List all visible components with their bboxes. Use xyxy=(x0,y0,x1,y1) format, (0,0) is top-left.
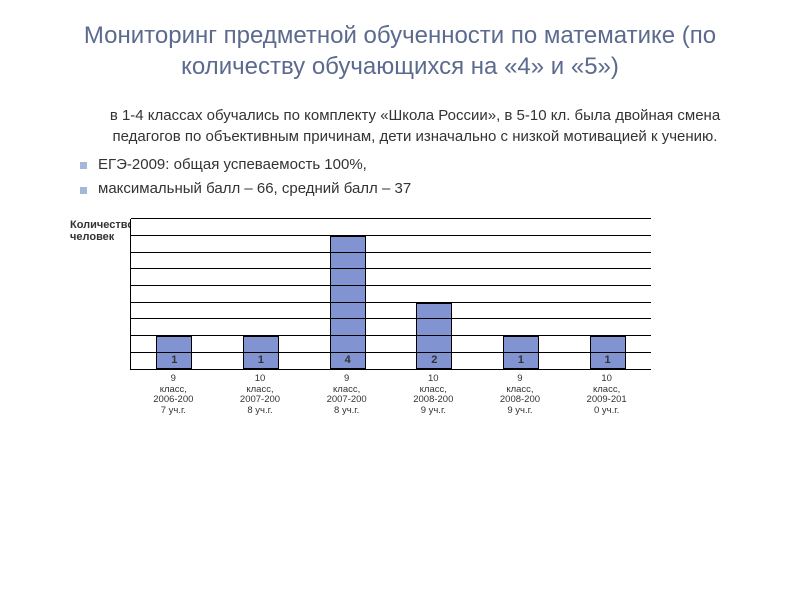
chart-gridline xyxy=(131,252,651,253)
chart-bar-value: 4 xyxy=(345,354,351,366)
chart-gridline xyxy=(131,335,651,336)
chart-bar-value: 1 xyxy=(258,354,264,366)
chart-bars-row: 1 1 4 2 1 1 xyxy=(131,219,651,369)
chart-bar-slot: 2 xyxy=(391,219,478,369)
chart-gridline xyxy=(131,218,651,219)
chart-bar-value: 1 xyxy=(171,354,177,366)
chart-x-label: 10 класс, 2007-200 8 уч.г. xyxy=(217,374,304,416)
chart-gridline xyxy=(131,352,651,353)
chart-bar: 2 xyxy=(416,303,452,370)
bullet-list: ЕГЭ-2009: общая успеваемость 100%, максим… xyxy=(80,155,750,200)
chart-bar-slot: 1 xyxy=(131,219,218,369)
chart-x-label: 10 класс, 2009-201 0 уч.г. xyxy=(563,374,650,416)
chart-bar-slot: 4 xyxy=(304,219,391,369)
body-text: в 1-4 классах обучались по комплекту «Шк… xyxy=(80,106,750,199)
slide: Мониторинг предметной обученности по мат… xyxy=(0,0,800,600)
lead-paragraph: в 1-4 классах обучались по комплекту «Шк… xyxy=(80,106,750,147)
chart-bar-slot: 1 xyxy=(564,219,651,369)
chart-x-label: 9 класс, 2007-200 8 уч.г. xyxy=(303,374,390,416)
chart-bar-slot: 1 xyxy=(478,219,565,369)
chart-y-axis-label: Количество человек xyxy=(70,219,125,243)
bullet-item: максимальный балл – 66, средний балл – 3… xyxy=(80,179,750,199)
chart-x-label: 10 класс, 2008-200 9 уч.г. xyxy=(390,374,477,416)
page-title: Мониторинг предметной обученности по мат… xyxy=(50,20,750,82)
bullet-item: ЕГЭ-2009: общая успеваемость 100%, xyxy=(80,155,750,175)
chart-bar-slot: 1 xyxy=(218,219,305,369)
chart-plot-area: 1 1 4 2 1 1 xyxy=(130,219,651,370)
chart-gridline xyxy=(131,302,651,303)
chart-gridline xyxy=(131,235,651,236)
chart-gridline xyxy=(131,318,651,319)
chart-container: Количество человек 114211 9 класс, 2006-… xyxy=(130,219,750,416)
chart-bar-value: 1 xyxy=(605,354,611,366)
chart-gridline xyxy=(131,268,651,269)
chart-bar-value: 1 xyxy=(518,354,524,366)
chart-x-label: 9 класс, 2006-200 7 уч.г. xyxy=(130,374,217,416)
chart-gridline xyxy=(131,285,651,286)
chart-bar-value: 2 xyxy=(431,354,437,366)
chart-x-label: 9 класс, 2008-200 9 уч.г. xyxy=(477,374,564,416)
chart-x-labels: 9 класс, 2006-200 7 уч.г.10 класс, 2007-… xyxy=(130,374,650,416)
